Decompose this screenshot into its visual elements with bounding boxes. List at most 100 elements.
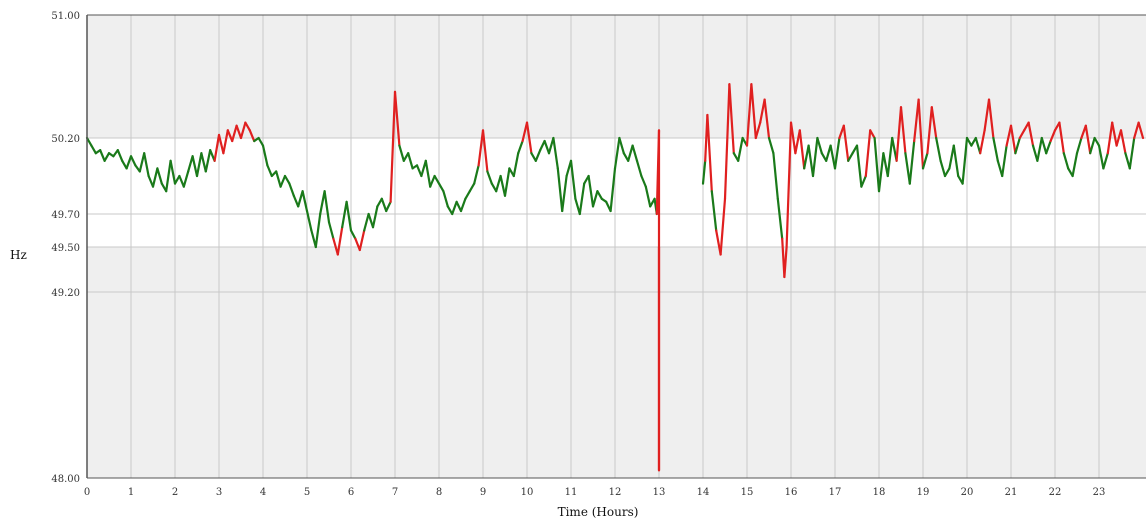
frequency-line-segment <box>495 174 502 193</box>
frequency-line-segment <box>754 121 762 140</box>
axes <box>86 14 1146 479</box>
frequency-line-segment <box>816 136 823 155</box>
frequency-line-segment <box>618 136 625 155</box>
frequency-line-segment <box>798 129 806 170</box>
frequency-line-segment <box>481 129 489 173</box>
frequency-line-segment <box>341 200 348 229</box>
frequency-line-segment <box>899 106 907 155</box>
frequency-line-segment <box>552 136 559 170</box>
frequency-line-segment <box>424 159 432 188</box>
frequency-line-segment <box>169 159 177 185</box>
frequency-line-segment <box>182 170 190 188</box>
frequency-line-segment <box>609 167 617 213</box>
frequency-line-segment <box>1018 129 1026 140</box>
x-tick-label: 18 <box>873 487 886 498</box>
frequency-line-segment <box>459 197 467 213</box>
x-tick-labels: 0 1 2 3 4 5 6 7 8 9 10 11 12 13 14 15 16 17 18 19 20 21 22 23 <box>84 487 1106 498</box>
frequency-line-segment <box>917 98 925 170</box>
frequency-line-segment <box>1027 121 1035 147</box>
frequency-line-segment <box>398 144 405 162</box>
frequency-line-segment <box>1119 129 1127 155</box>
frequency-line-segment <box>407 152 414 170</box>
x-tick-label: 22 <box>1049 487 1062 498</box>
frequency-line-segment <box>442 190 449 208</box>
frequency-line-segment <box>301 190 309 213</box>
frequency-line-segment <box>222 129 229 155</box>
frequency-line-segment <box>578 182 586 216</box>
frequency-line-segment <box>987 98 995 140</box>
frequency-line-segment <box>1049 129 1057 143</box>
frequency-line-segment <box>627 144 634 162</box>
frequency-line-segment <box>358 229 366 252</box>
frequency-line-segment <box>367 212 375 229</box>
frequency-line-segment <box>354 237 361 252</box>
frequency-line-segment <box>200 152 207 173</box>
frequency-line-segment <box>728 83 735 155</box>
frequency-line-segment <box>235 124 243 140</box>
frequency-line-segment <box>952 144 960 178</box>
frequency-line-segment <box>305 209 313 232</box>
x-tick-label: 5 <box>304 487 310 498</box>
frequency-line-segment <box>213 133 221 162</box>
frequency-line-segment <box>855 144 863 188</box>
frequency-line-segment <box>147 174 155 188</box>
frequency-line-segment <box>187 155 194 173</box>
frequency-line-segment <box>1097 144 1105 170</box>
frequency-line-segment <box>327 221 335 240</box>
frequency-line-segment <box>455 200 463 213</box>
x-tick-label: 14 <box>697 487 710 498</box>
frequency-line-segment <box>314 212 322 249</box>
frequency-line-segment <box>534 149 542 162</box>
frequency-line-segment <box>1005 124 1013 147</box>
frequency-line-segment <box>420 159 427 178</box>
frequency-line-segment <box>833 136 841 170</box>
frequency-line-segment <box>129 155 137 167</box>
frequency-line-segment <box>499 174 507 197</box>
x-tick-label: 4 <box>260 487 266 498</box>
frequency-line-segment <box>631 144 639 162</box>
frequency-line-segment <box>1133 121 1140 140</box>
frequency-line-segment <box>706 113 713 193</box>
frequency-line-segment <box>1031 144 1039 162</box>
frequency-line-segment <box>464 190 471 200</box>
frequency-line-segment <box>803 144 810 170</box>
y-tick-label: 49.70 <box>51 210 80 221</box>
frequency-line-segment <box>825 144 832 162</box>
frequency-line-segment <box>640 174 647 188</box>
frequency-line-segment <box>512 152 520 178</box>
frequency-line-segment <box>913 98 920 143</box>
frequency-line-segment <box>591 190 599 208</box>
frequency-line-segment <box>468 182 476 193</box>
frequency-line-segment <box>297 190 304 208</box>
frequency-line-segment <box>948 144 955 170</box>
frequency-line-segment <box>930 106 938 140</box>
frequency-line-segment <box>173 174 181 185</box>
frequency-line-segment <box>877 152 885 193</box>
frequency-line-segment <box>349 229 357 240</box>
frequency-line-segment <box>1093 136 1101 147</box>
y-tick-labels: 51.00 50.20 49.70 49.50 49.20 48.00 <box>51 11 80 485</box>
x-tick-label: 12 <box>609 487 622 498</box>
frequency-line-segment <box>719 197 727 256</box>
frequency-line-segment <box>723 83 731 200</box>
x-tick-label: 9 <box>480 487 486 498</box>
x-tick-label: 23 <box>1093 487 1106 498</box>
frequency-line-segment <box>992 136 999 162</box>
y-tick-label: 50.20 <box>51 134 80 145</box>
frequency-line-segment <box>116 149 124 162</box>
frequency-line-segment <box>451 200 458 216</box>
frequency-line-segment <box>433 174 441 185</box>
frequency-line-segment <box>961 136 969 185</box>
frequency-line-segment <box>371 205 379 229</box>
frequency-line-segment <box>204 149 212 173</box>
frequency-line-segment <box>776 197 784 240</box>
frequency-line-segment <box>965 136 973 147</box>
frequency-line-segment <box>90 144 97 155</box>
x-tick-label: 19 <box>917 487 930 498</box>
frequency-line-segment <box>561 174 568 213</box>
frequency-line-segment <box>635 159 643 178</box>
frequency-line-segment <box>974 136 982 155</box>
frequency-line-segment <box>345 200 353 232</box>
frequency-line-segment <box>266 164 273 178</box>
frequency-line-segment <box>239 121 247 140</box>
